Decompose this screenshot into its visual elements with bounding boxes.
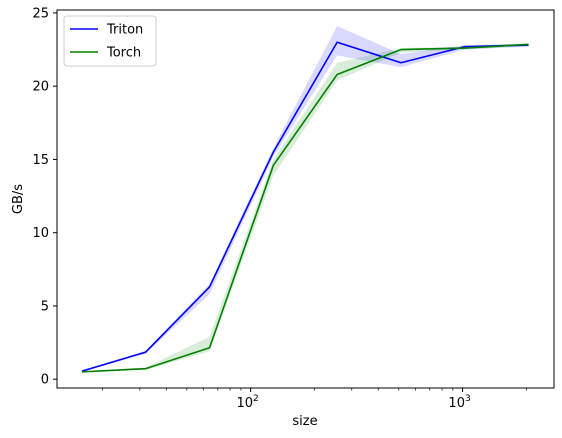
band-series-0 [81, 26, 529, 372]
x-tick-exponent: 3 [465, 394, 471, 404]
legend: Triton Torch [63, 15, 157, 67]
series-lines [81, 41, 529, 373]
y-tick-label: 20 [32, 80, 49, 95]
x-tick-base: 10 [236, 396, 253, 411]
y-tick-label: 5 [41, 299, 49, 314]
legend-label-1: Torch [106, 46, 141, 61]
x-tick-label: 102 [236, 394, 258, 411]
line-series-1 [81, 43, 529, 373]
confidence-bands [81, 26, 529, 373]
legend-label-0: Triton [106, 23, 143, 38]
x-axis-label: size [292, 414, 317, 429]
x-tick-base: 10 [448, 396, 465, 411]
plot-frame [56, 9, 555, 389]
y-tick-label: 15 [32, 153, 49, 168]
y-tick-label: 0 [41, 373, 49, 388]
line-series-0 [81, 41, 529, 372]
x-tick-exponent: 2 [253, 394, 259, 404]
x-tick-label: 103 [448, 394, 470, 411]
y-axis-label: GB/s [11, 184, 26, 214]
y-tick-label: 10 [32, 226, 49, 241]
y-axis: 0 5 10 15 20 25 [32, 6, 57, 388]
x-axis: 102 103 [102, 388, 527, 411]
y-tick-label: 25 [32, 6, 49, 21]
